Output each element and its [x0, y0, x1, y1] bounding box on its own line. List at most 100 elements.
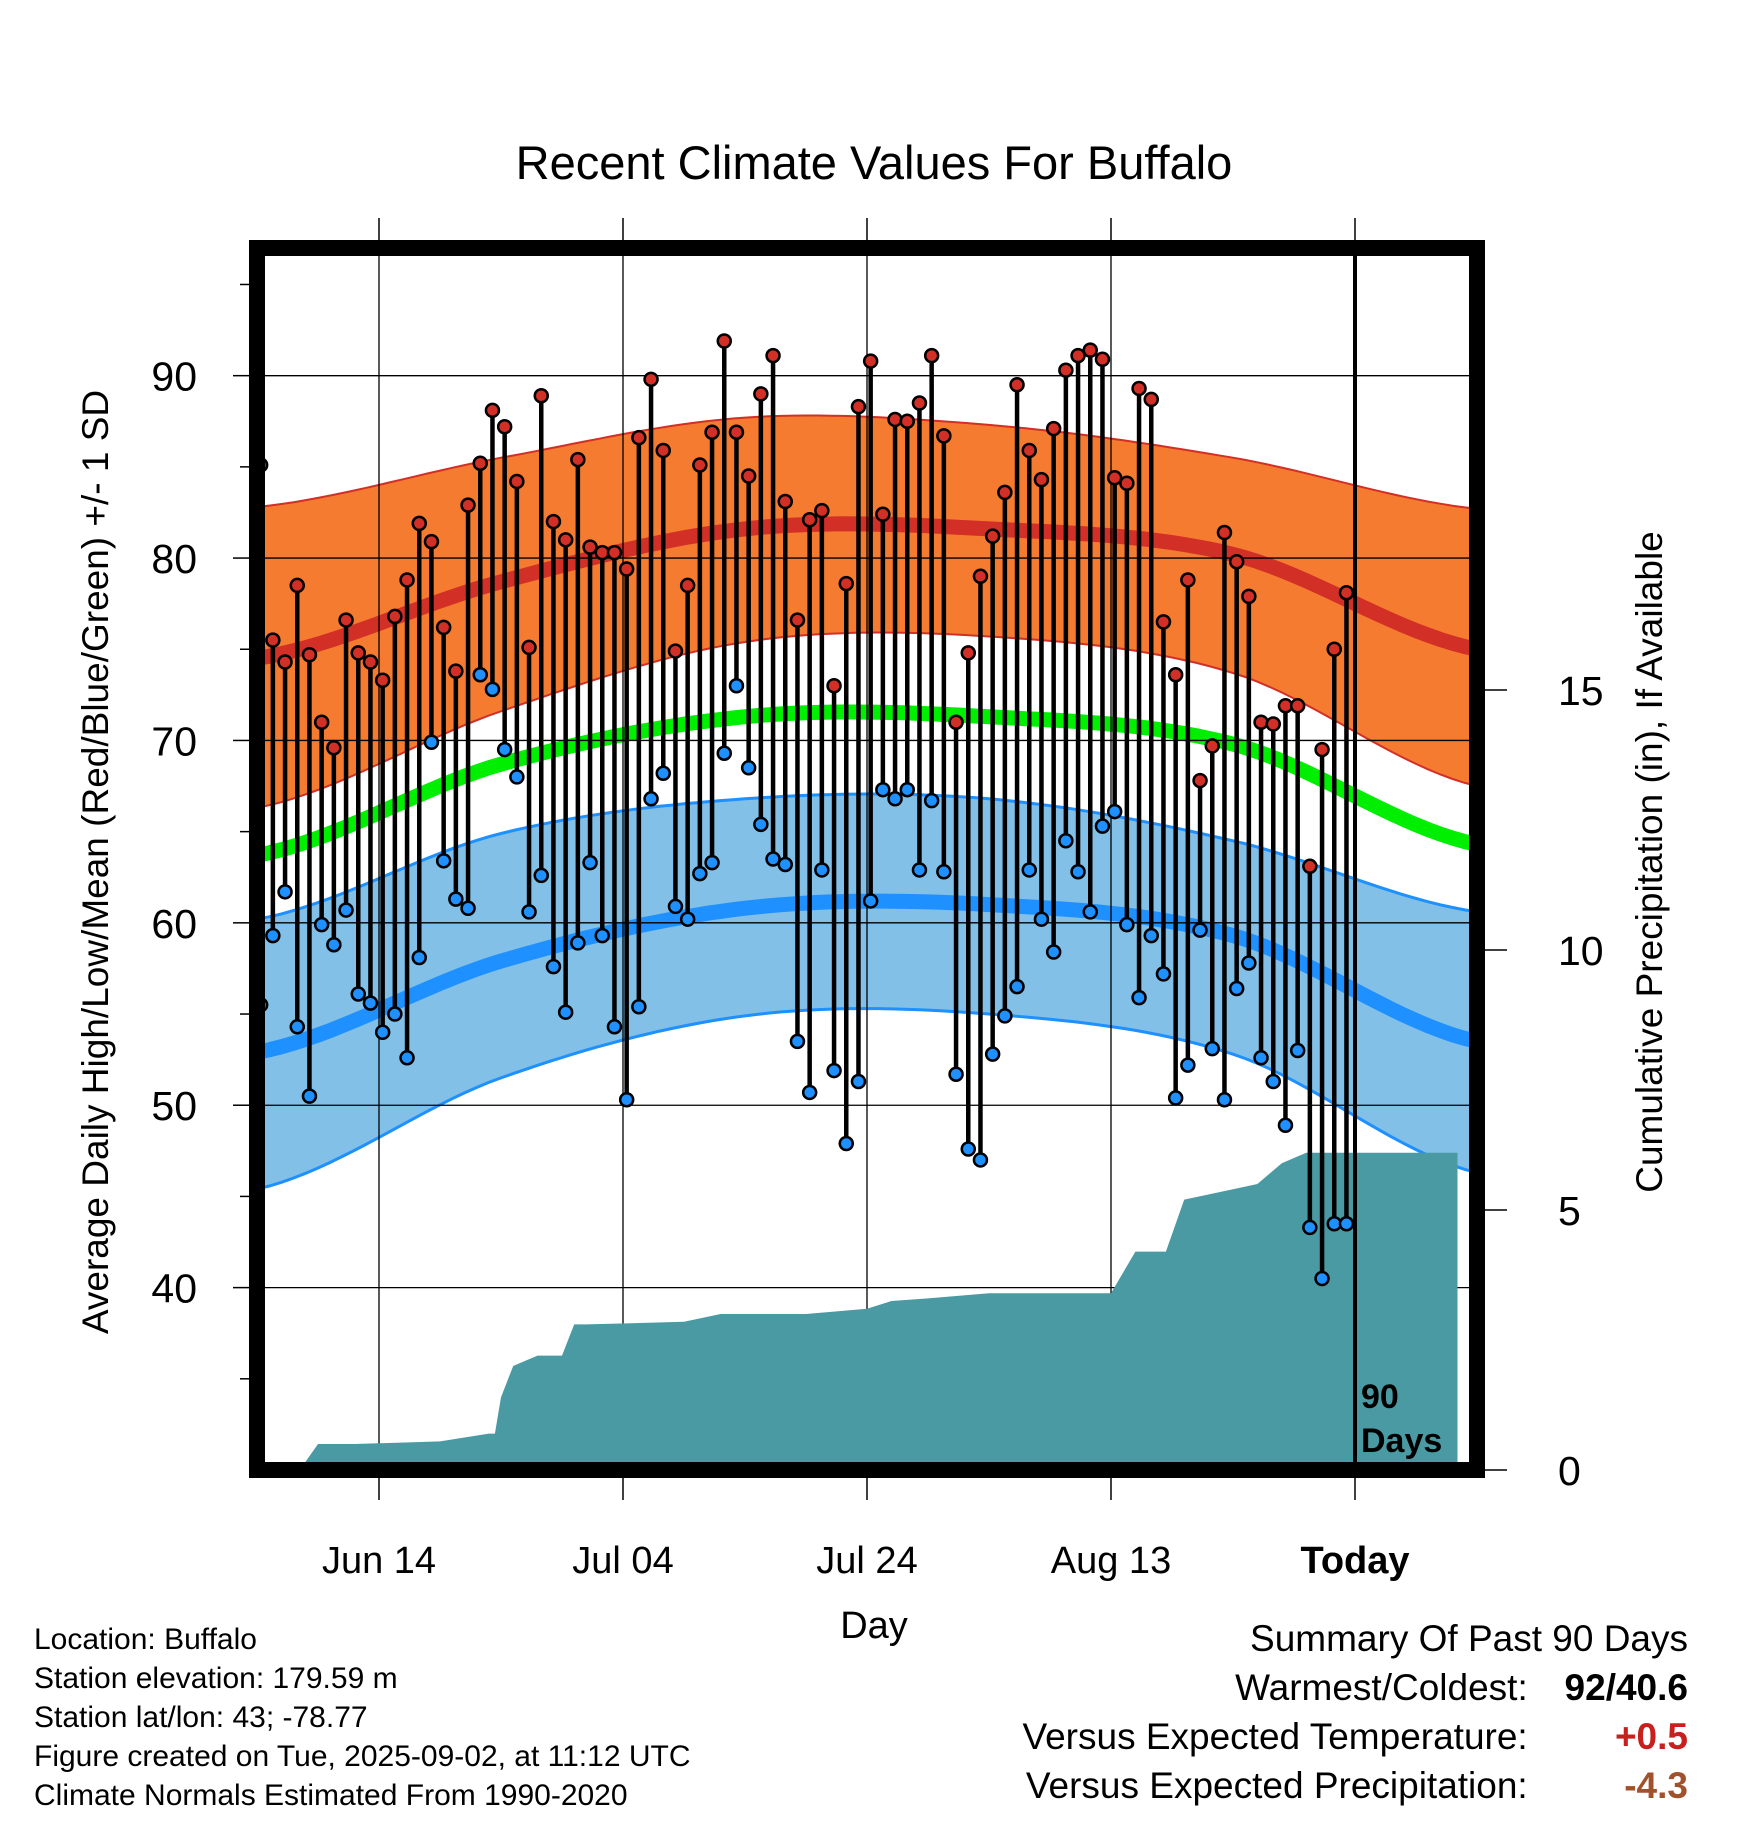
daily-low-point — [679, 911, 696, 927]
daily-high-point — [1253, 714, 1269, 730]
daily-high-point — [1228, 553, 1245, 570]
daily-high-point — [667, 643, 684, 659]
daily-low-point — [753, 816, 769, 833]
daily-low-point — [1021, 862, 1038, 878]
daily-high-point — [484, 402, 501, 419]
precip-anomaly-row: Versus Expected Precipitation: -4.3 — [1022, 1761, 1688, 1810]
daily-high-point — [972, 568, 989, 585]
daily-high-point — [997, 484, 1013, 501]
daily-high-point — [1167, 667, 1184, 683]
daily-high-point — [899, 413, 916, 430]
daily-low-point — [509, 769, 525, 785]
temp-anomaly-row: Versus Expected Temperature: +0.5 — [1022, 1712, 1688, 1761]
daily-low-point — [1180, 1057, 1196, 1073]
daily-high-point — [448, 663, 464, 679]
x-axis-label: Day — [840, 1605, 908, 1647]
daily-high-point — [1289, 698, 1306, 714]
daily-high-point — [545, 513, 562, 530]
daily-high-point — [765, 347, 781, 364]
daily-high-point — [521, 639, 537, 656]
daily-high-point — [1094, 351, 1111, 368]
daily-high-point — [1204, 738, 1221, 754]
summary-panel: Summary Of Past 90 Days Warmest/Coldest:… — [1022, 1614, 1688, 1810]
daily-low-point — [265, 927, 281, 944]
daily-low-point — [923, 792, 940, 809]
daily-low-point — [521, 904, 537, 920]
daily-low-point — [472, 667, 489, 683]
x-tick-label: Jul 04 — [572, 1540, 673, 1582]
daily-high-point — [887, 411, 903, 428]
daily-low-point — [838, 1135, 855, 1152]
daily-low-point — [740, 760, 757, 776]
daily-high-point — [1314, 741, 1330, 758]
daily-high-point — [1070, 347, 1086, 364]
daily-high-point — [850, 398, 867, 415]
summary-heading: Summary Of Past 90 Days — [1250, 1618, 1688, 1659]
daily-low-point — [362, 995, 379, 1011]
y2-tick-label: 5 — [1558, 1188, 1581, 1234]
daily-low-point — [1302, 1219, 1318, 1236]
daily-high-point — [923, 347, 940, 364]
daily-low-point — [350, 986, 367, 1002]
daily-low-point — [387, 1006, 403, 1022]
daily-low-point — [557, 1004, 574, 1020]
station-metadata: Location: Buffalo Station elevation: 179… — [34, 1620, 691, 1815]
daily-high-point — [411, 515, 428, 532]
daily-high-point — [265, 632, 281, 648]
x-tick-label: Aug 13 — [1051, 1540, 1171, 1582]
daily-high-point — [1265, 716, 1282, 732]
daily-high-point — [1021, 442, 1038, 459]
daily-low-point — [1192, 922, 1208, 938]
daily-low-point — [1167, 1090, 1184, 1106]
daily-high-point — [631, 429, 647, 446]
daily-low-point — [582, 854, 598, 871]
daily-low-point — [570, 935, 586, 951]
daily-low-point — [1338, 1216, 1355, 1232]
daily-low-point — [899, 781, 916, 798]
daily-high-point — [728, 424, 745, 440]
daily-low-point — [289, 1019, 306, 1035]
daily-high-point — [1155, 614, 1172, 630]
daily-low-point — [618, 1092, 635, 1108]
daily-high-point — [362, 654, 379, 670]
daily-high-point — [777, 493, 794, 510]
daily-low-point — [1033, 911, 1050, 927]
daily-high-point — [1302, 858, 1318, 875]
y2-tick-label: 15 — [1558, 668, 1604, 714]
daily-low-point — [826, 1062, 842, 1079]
daily-low-point — [875, 781, 891, 798]
daily-low-point — [1106, 803, 1123, 820]
daily-low-point — [655, 765, 672, 782]
daily-high-point — [399, 572, 415, 588]
daily-high-point — [704, 424, 720, 440]
latlon-text: Station lat/lon: 43; -78.77 — [34, 1701, 368, 1734]
daily-high-point — [1082, 342, 1099, 358]
daily-low-point — [704, 854, 720, 871]
daily-high-point — [1131, 380, 1147, 397]
today-marker-label: 90 Days — [1361, 1378, 1442, 1460]
daily-low-point — [1155, 966, 1172, 982]
warmest-coldest-value: 92/40.6 — [1564, 1667, 1688, 1708]
daily-low-point — [1314, 1270, 1330, 1287]
plot-body: 90 Days — [257, 248, 1477, 1470]
y2-axis-label: Cumulative Precipitation (in), If Availa… — [1629, 531, 1670, 1193]
daily-high-point — [1216, 524, 1233, 541]
daily-high-point — [1106, 470, 1123, 486]
today-marker-label-line: Days — [1361, 1422, 1442, 1460]
elevation-text: Station elevation: 179.59 m — [34, 1662, 398, 1695]
daily-low-point — [606, 1019, 623, 1035]
y-tick-label: 50 — [151, 1083, 197, 1129]
daily-high-point — [716, 333, 733, 349]
daily-low-point — [997, 1008, 1013, 1024]
daily-low-point — [1131, 989, 1147, 1006]
daily-low-point — [411, 949, 428, 966]
daily-high-point — [606, 544, 623, 561]
daily-low-point — [435, 853, 452, 869]
y2-tick-label: 10 — [1558, 928, 1604, 974]
daily-low-point — [643, 791, 659, 807]
daily-low-point — [1216, 1092, 1233, 1108]
daily-high-point — [875, 506, 891, 523]
daily-low-point — [1045, 944, 1062, 960]
daily-low-point — [631, 998, 647, 1015]
